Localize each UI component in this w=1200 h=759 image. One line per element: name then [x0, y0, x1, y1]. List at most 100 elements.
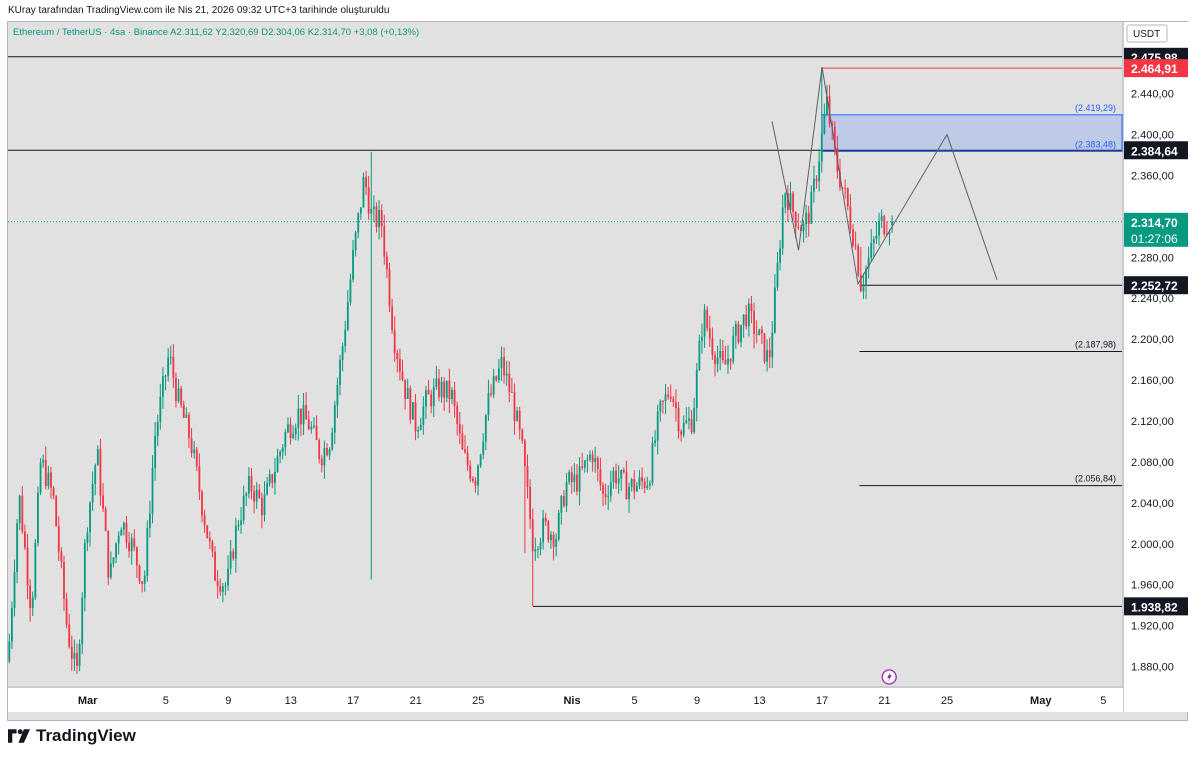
candle	[742, 314, 745, 338]
candle-body	[716, 357, 719, 365]
candle	[94, 463, 97, 496]
candle	[479, 453, 482, 468]
candle	[753, 302, 755, 349]
candle	[247, 467, 250, 499]
candle	[289, 417, 292, 445]
candle	[651, 436, 654, 486]
candle	[297, 394, 300, 441]
candle-body	[865, 268, 867, 286]
candle	[586, 454, 589, 473]
candle	[341, 342, 344, 372]
candle	[539, 537, 542, 556]
candle-body	[211, 541, 214, 552]
candle-body	[880, 216, 883, 221]
y-tick-label: 2.400,00	[1131, 130, 1174, 142]
candle-body	[427, 390, 430, 395]
candle-body	[477, 465, 479, 486]
candle	[664, 384, 667, 415]
candle	[604, 483, 607, 505]
candle	[628, 482, 630, 513]
candle-body	[182, 405, 185, 418]
x-tick-label: 5	[631, 695, 637, 707]
candle-body	[750, 303, 753, 312]
candle-body	[307, 419, 310, 430]
candle	[354, 231, 357, 257]
candle	[81, 592, 84, 654]
candle-body	[797, 226, 800, 228]
candle-body	[104, 508, 107, 531]
candle	[203, 509, 206, 533]
candle	[448, 368, 451, 414]
x-tick-label: 25	[472, 695, 484, 707]
candle	[162, 367, 164, 409]
candle-body	[383, 226, 386, 257]
x-tick-label: 17	[816, 695, 828, 707]
tradingview-brand[interactable]: TradingView	[8, 726, 136, 746]
candle-body	[172, 356, 175, 378]
candle	[253, 485, 255, 514]
candle-body	[219, 586, 222, 592]
candle	[182, 400, 185, 419]
candle	[867, 246, 870, 279]
ohlc-legend: Ethereum / TetherUS · 4sa · Binance A2.3…	[13, 27, 419, 38]
candle-body	[763, 333, 766, 362]
price-label-bg	[1124, 59, 1188, 78]
candle-body	[641, 477, 643, 482]
candle-body	[471, 478, 474, 481]
candle-body	[393, 330, 396, 354]
candle	[578, 457, 581, 506]
candle-body	[89, 502, 91, 533]
currency-box	[1126, 24, 1168, 43]
candle-body	[664, 394, 667, 401]
candle	[594, 446, 597, 473]
candle-body	[146, 527, 149, 576]
candle-body	[813, 178, 815, 192]
candle	[583, 459, 586, 473]
candle	[349, 273, 352, 306]
candle-body	[854, 245, 857, 247]
candle	[250, 468, 253, 500]
candle-body	[115, 543, 117, 558]
candle-body	[448, 380, 451, 400]
candle-body	[141, 581, 144, 584]
candle-body	[513, 392, 516, 421]
candle	[292, 425, 295, 440]
candle	[677, 401, 680, 440]
candle	[732, 326, 735, 365]
candle	[242, 485, 245, 525]
candle-body	[425, 390, 427, 407]
candle	[469, 460, 472, 483]
candle-body	[852, 229, 854, 246]
candle-body	[635, 485, 638, 492]
candle-body	[284, 431, 287, 448]
candle	[359, 207, 362, 220]
candle	[307, 410, 310, 431]
candle-body	[867, 257, 870, 269]
candle-body	[576, 474, 578, 492]
candle	[492, 368, 495, 399]
candle-body	[188, 414, 190, 439]
candle	[432, 378, 435, 418]
chart-credit: KUray tarafından TradingView.com ile Nis…	[8, 5, 390, 16]
candle	[287, 417, 289, 434]
candle	[557, 509, 560, 542]
candle-body	[453, 389, 456, 406]
candle	[263, 481, 266, 522]
candle	[216, 570, 219, 599]
candle	[380, 204, 383, 238]
candle	[346, 289, 349, 332]
candle-body	[162, 376, 164, 397]
candle-body	[521, 429, 524, 441]
candle-body	[112, 557, 115, 564]
tradingview-logo-icon	[8, 729, 30, 743]
candle	[328, 447, 331, 461]
candle-body	[96, 449, 99, 466]
y-tick-label: 2.440,00	[1131, 89, 1174, 101]
candle	[620, 469, 623, 491]
candle	[260, 492, 263, 529]
candle	[414, 394, 417, 441]
chart-frame[interactable]	[7, 21, 1188, 721]
price-label-bg	[1124, 597, 1188, 616]
candle	[258, 484, 261, 500]
